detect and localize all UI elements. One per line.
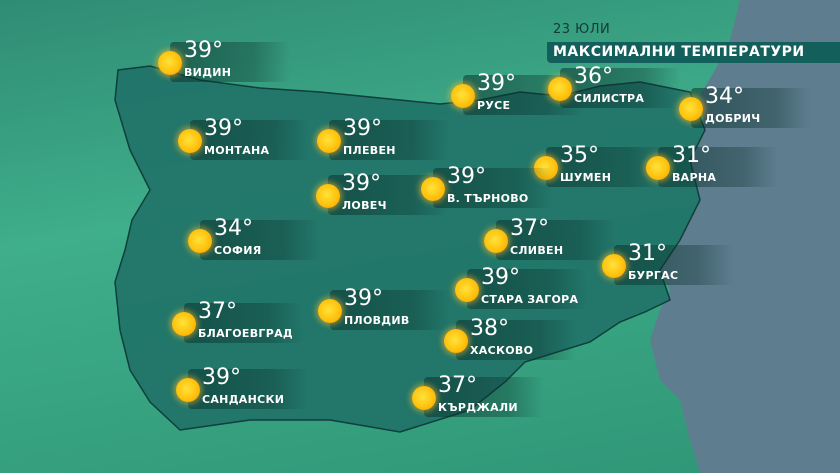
temperature: 39° [204, 116, 243, 141]
city-name: ВАРНА [672, 171, 717, 184]
city-name: САНДАНСКИ [202, 393, 285, 406]
temperature: 34° [214, 216, 253, 241]
city-name: ПЛЕВЕН [343, 144, 396, 157]
label-panel [329, 120, 449, 160]
label-panel [190, 120, 310, 160]
temperature: 39° [342, 171, 381, 196]
temperature: 37° [510, 216, 549, 241]
city-name: МОНТАНА [204, 144, 270, 157]
city-name: ДОБРИЧ [705, 112, 761, 125]
label-panel [691, 88, 811, 128]
sun-icon [421, 177, 445, 201]
label-panel [170, 42, 290, 82]
temperature: 39° [184, 38, 223, 63]
sun-icon [484, 229, 508, 253]
city-name: ШУМЕН [560, 171, 612, 184]
sun-icon [679, 97, 703, 121]
temperature: 39° [477, 71, 516, 96]
city-name: БЛАГОЕВГРАД [198, 327, 293, 340]
label-panel [330, 290, 450, 330]
label-panel [184, 303, 304, 343]
sun-icon [158, 51, 182, 75]
temperature: 37° [438, 373, 477, 398]
temperature: 34° [705, 84, 744, 109]
sun-icon [412, 386, 436, 410]
temperature: 38° [470, 316, 509, 341]
label-panel [433, 168, 553, 208]
sun-icon [548, 77, 572, 101]
label-panel [614, 245, 734, 285]
label-panel [200, 220, 320, 260]
temperature: 31° [628, 241, 667, 266]
sun-icon [444, 329, 468, 353]
temperature: 39° [344, 286, 383, 311]
city-name: СТАРА ЗАГОРА [481, 293, 579, 306]
city-name: В. ТЪРНОВО [447, 192, 529, 205]
label-panel [424, 377, 544, 417]
city-name: СЛИВЕН [510, 244, 564, 257]
label-panel [467, 269, 587, 309]
temperature: 39° [447, 164, 486, 189]
sun-icon [318, 299, 342, 323]
city-name: ХАСКОВО [470, 344, 534, 357]
temperature: 35° [560, 143, 599, 168]
temperature: 37° [198, 299, 237, 324]
city-name: БУРГАС [628, 269, 679, 282]
sun-icon [316, 184, 340, 208]
date-label: 23 ЮЛИ [553, 22, 611, 37]
label-panel [560, 68, 680, 108]
sun-icon [646, 156, 670, 180]
sun-icon [172, 312, 196, 336]
temperature: 39° [343, 116, 382, 141]
city-name: СОФИЯ [214, 244, 262, 257]
sun-icon [317, 129, 341, 153]
sun-icon [602, 254, 626, 278]
city-name: ПЛОВДИВ [344, 314, 410, 327]
temperature: 36° [574, 64, 613, 89]
sun-icon [176, 378, 200, 402]
temperature: 39° [202, 365, 241, 390]
label-panel [658, 147, 778, 187]
label-panel [456, 320, 576, 360]
sun-icon [188, 229, 212, 253]
label-panel [188, 369, 308, 409]
city-name: ВИДИН [184, 66, 232, 79]
temperature: 31° [672, 143, 711, 168]
label-panel [496, 220, 616, 260]
sun-icon [451, 84, 475, 108]
city-name: РУСЕ [477, 99, 511, 112]
temperature: 39° [481, 265, 520, 290]
sun-icon [178, 129, 202, 153]
city-name: ЛОВЕЧ [342, 199, 387, 212]
sun-icon [455, 278, 479, 302]
city-name: СИЛИСТРА [574, 92, 645, 105]
map-title: МАКСИМАЛНИ ТЕМПЕРАТУРИ [547, 42, 840, 63]
city-name: КЪРДЖАЛИ [438, 401, 518, 414]
